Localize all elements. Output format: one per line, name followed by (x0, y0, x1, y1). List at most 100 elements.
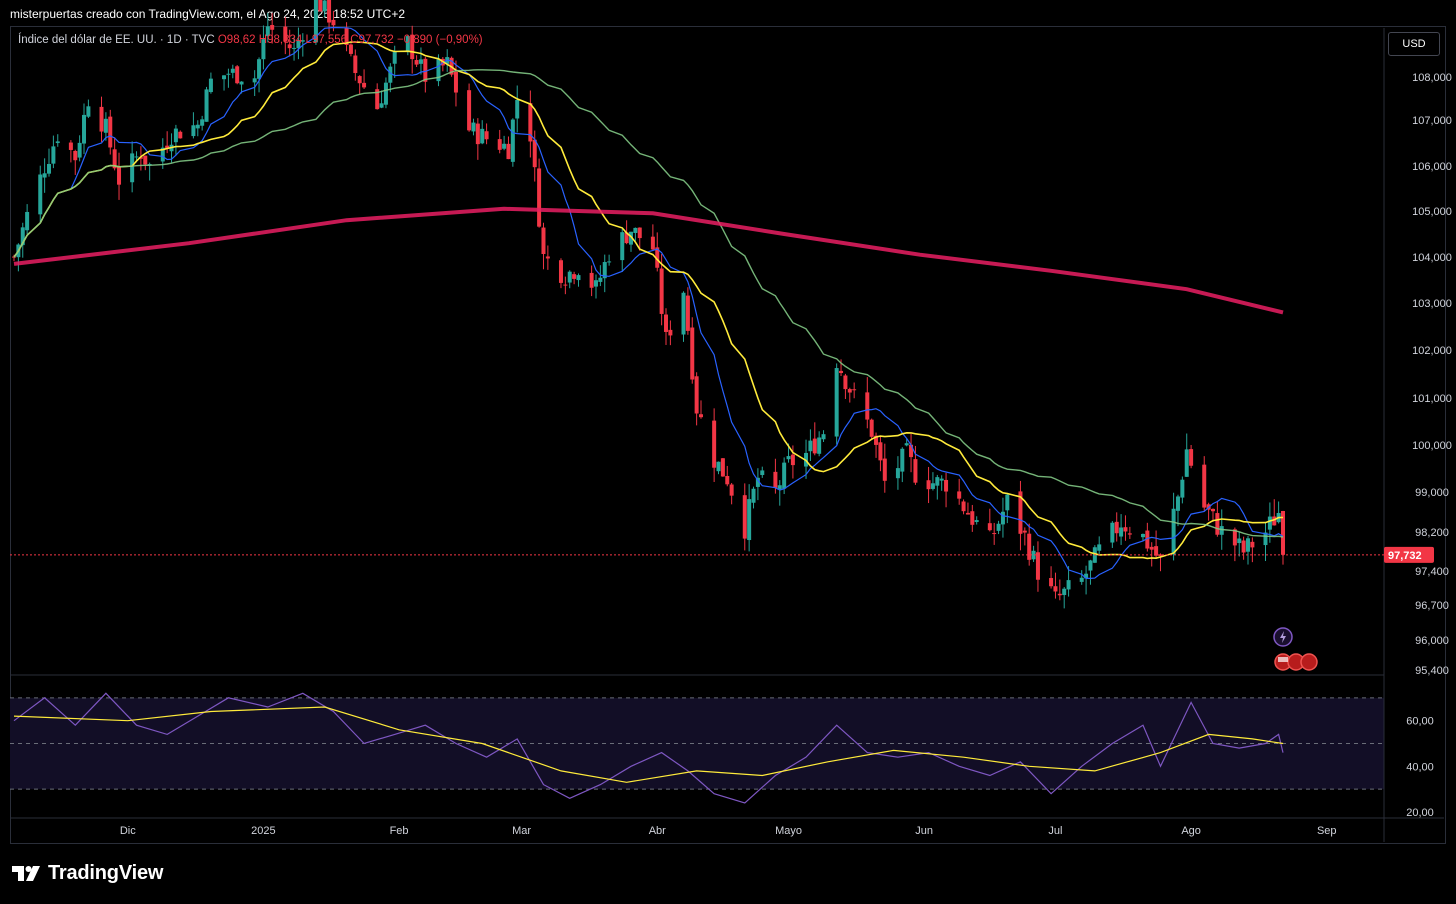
candle-body (812, 438, 817, 454)
ma-200-line (13, 206, 1284, 315)
candle-body (103, 118, 108, 133)
ohlc-low: L97,556 (305, 34, 348, 46)
candle-body (287, 44, 292, 49)
candle-body (375, 89, 380, 110)
candle-body (637, 227, 642, 239)
candle-body (939, 478, 944, 481)
candle-body (480, 128, 485, 144)
candle-body (226, 73, 231, 75)
currency-button[interactable]: USD (1388, 32, 1440, 56)
candle-body (239, 81, 244, 85)
candle-body (322, 0, 327, 12)
candle-body (834, 368, 839, 437)
us-flag-event-icon[interactable] (1300, 653, 1318, 671)
candle-body (532, 139, 537, 168)
candle-body (108, 116, 113, 148)
rsi-tick-label: 60,00 (1406, 716, 1434, 728)
candle-body (1175, 496, 1180, 511)
candle-body (235, 66, 240, 84)
event-markers[interactable] (1273, 627, 1318, 671)
candle-body (786, 456, 791, 460)
candle-body (418, 59, 423, 64)
price-tick-label: 95,400 (1415, 665, 1449, 677)
candle-body (961, 501, 966, 512)
candle-body (602, 262, 607, 279)
price-tick-label: 105,000 (1412, 206, 1452, 218)
moving-averages (13, 26, 1284, 579)
candle-body (747, 499, 752, 541)
time-tick-label: Abr (649, 825, 666, 837)
candle-body (1035, 552, 1040, 580)
price-tick-label: 97,400 (1415, 566, 1449, 578)
candle-body (383, 82, 388, 105)
candle-body (208, 78, 213, 93)
candle-body (996, 523, 1001, 531)
candle-body (261, 39, 266, 60)
candle-body (195, 124, 200, 129)
candle-body (777, 485, 782, 490)
symbol-title[interactable]: Índice del dólar de EE. UU. · 1D · TVC (18, 34, 215, 46)
candle-body (664, 314, 669, 332)
candle-body (165, 145, 170, 149)
candle-body (685, 295, 690, 331)
candle-body (1049, 578, 1054, 587)
price-tick-label: 96,000 (1415, 635, 1449, 647)
time-tick-label: Jul (1048, 825, 1062, 837)
candle-body (484, 131, 489, 140)
candle-body (563, 284, 568, 286)
candle-body (1005, 494, 1010, 511)
candle-body (1149, 546, 1154, 550)
candle-body (1245, 538, 1250, 552)
rsi-ma-line (13, 706, 1284, 783)
candlestick-series (12, 0, 1285, 609)
candle-body (712, 420, 717, 468)
candle-body (751, 488, 756, 503)
candle-body (598, 277, 603, 282)
candle-body (1018, 491, 1023, 534)
candle-body (117, 166, 122, 185)
candle-body (1241, 540, 1246, 553)
candle-body (865, 392, 870, 420)
candle-body (869, 419, 874, 437)
candle-body (545, 256, 550, 259)
candle-body (42, 173, 47, 178)
candle-body (957, 491, 962, 499)
candle-body (55, 141, 60, 144)
tradingview-logo[interactable]: TradingView (12, 862, 163, 885)
symbol-legend[interactable]: Índice del dólar de EE. UU. · 1D · TVC O… (18, 34, 483, 46)
candle-body (655, 247, 660, 268)
time-tick-label: Dic (120, 825, 136, 837)
candle-body (130, 153, 135, 183)
candle-body (1232, 529, 1237, 546)
candle-body (265, 26, 270, 37)
candle-body (506, 143, 511, 160)
price-tick-label: 101,000 (1412, 393, 1452, 405)
rsi-tick-label: 20,00 (1406, 807, 1434, 819)
ma-fast-line (13, 26, 1284, 579)
candle-body (935, 477, 940, 486)
candle-body (1119, 527, 1124, 537)
candle-body (729, 484, 734, 496)
time-tick-label: Mayo (775, 825, 802, 837)
price-tick-label: 104,000 (1412, 252, 1452, 264)
candle-body (1263, 532, 1268, 546)
candle-body (147, 164, 152, 166)
tradingview-brand: TradingView (48, 862, 164, 884)
candle-body (895, 468, 900, 479)
candle-body (1031, 550, 1036, 560)
candle-body (283, 26, 288, 42)
candle-body (1053, 586, 1058, 592)
candle-body (313, 0, 318, 43)
candle-body (1127, 533, 1132, 535)
candle-body (73, 151, 78, 161)
candle-body (25, 211, 30, 231)
candle-body (593, 280, 598, 287)
rsi-panel: 60,00 40,00 20,00 (13, 692, 1434, 819)
candle-body (1097, 544, 1102, 551)
candle-body (270, 24, 275, 30)
rsi-tick-label: 40,00 (1406, 761, 1434, 773)
price-tick-label: 98,200 (1415, 527, 1449, 539)
candle-body (134, 156, 139, 158)
price-tick-label: 108,000 (1412, 72, 1452, 84)
